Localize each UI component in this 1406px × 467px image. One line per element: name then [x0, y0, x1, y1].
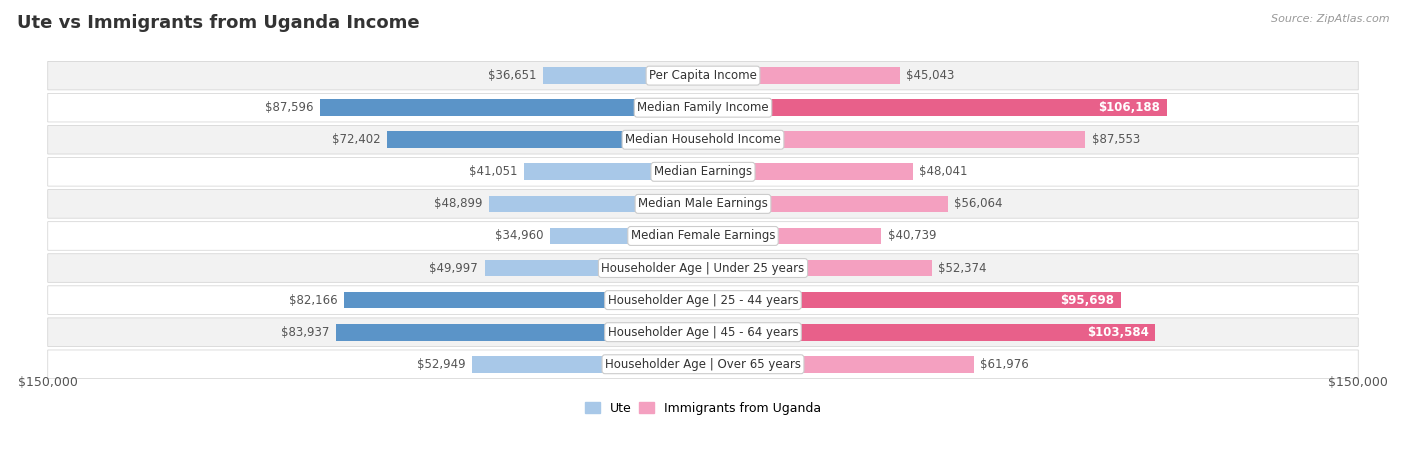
FancyBboxPatch shape [48, 350, 1358, 379]
FancyBboxPatch shape [48, 126, 1358, 154]
Text: $34,960: $34,960 [495, 229, 544, 242]
Bar [703, 131, 1085, 148]
Bar [550, 227, 703, 244]
Text: $48,899: $48,899 [434, 198, 482, 211]
Text: $83,937: $83,937 [281, 325, 330, 339]
Bar [703, 260, 932, 276]
Bar [703, 356, 974, 373]
Bar [703, 67, 900, 84]
Text: $41,051: $41,051 [468, 165, 517, 178]
Text: Median Female Earnings: Median Female Earnings [631, 229, 775, 242]
Text: $52,374: $52,374 [938, 262, 987, 275]
Bar [387, 131, 703, 148]
Text: Median Household Income: Median Household Income [626, 133, 780, 146]
FancyBboxPatch shape [48, 286, 1358, 314]
Text: $61,976: $61,976 [980, 358, 1029, 371]
Bar [523, 163, 703, 180]
FancyBboxPatch shape [48, 157, 1358, 186]
FancyBboxPatch shape [48, 190, 1358, 218]
Text: Source: ZipAtlas.com: Source: ZipAtlas.com [1271, 14, 1389, 24]
Bar [703, 196, 948, 212]
Bar [703, 163, 912, 180]
Bar [703, 99, 1167, 116]
Bar [336, 324, 703, 340]
Bar [703, 324, 1156, 340]
FancyBboxPatch shape [48, 222, 1358, 250]
Text: $82,166: $82,166 [288, 294, 337, 307]
Text: Householder Age | Under 25 years: Householder Age | Under 25 years [602, 262, 804, 275]
Text: $103,584: $103,584 [1087, 325, 1149, 339]
Text: Median Male Earnings: Median Male Earnings [638, 198, 768, 211]
Text: Median Earnings: Median Earnings [654, 165, 752, 178]
Text: Householder Age | Over 65 years: Householder Age | Over 65 years [605, 358, 801, 371]
Text: $40,739: $40,739 [887, 229, 936, 242]
Text: $150,000: $150,000 [1327, 376, 1388, 389]
Text: $56,064: $56,064 [955, 198, 1002, 211]
Text: Median Family Income: Median Family Income [637, 101, 769, 114]
Bar [703, 292, 1121, 308]
Text: $72,402: $72,402 [332, 133, 380, 146]
Text: Householder Age | 25 - 44 years: Householder Age | 25 - 44 years [607, 294, 799, 307]
Text: $45,043: $45,043 [907, 69, 955, 82]
Text: $87,553: $87,553 [1092, 133, 1140, 146]
Bar [344, 292, 703, 308]
Text: $49,997: $49,997 [429, 262, 478, 275]
Bar [321, 99, 703, 116]
Text: Householder Age | 45 - 64 years: Householder Age | 45 - 64 years [607, 325, 799, 339]
FancyBboxPatch shape [48, 318, 1358, 347]
Text: $87,596: $87,596 [266, 101, 314, 114]
Bar [485, 260, 703, 276]
Legend: Ute, Immigrants from Uganda: Ute, Immigrants from Uganda [579, 396, 827, 420]
Bar [543, 67, 703, 84]
Text: $48,041: $48,041 [920, 165, 967, 178]
FancyBboxPatch shape [48, 61, 1358, 90]
Bar [471, 356, 703, 373]
Text: Per Capita Income: Per Capita Income [650, 69, 756, 82]
FancyBboxPatch shape [48, 93, 1358, 122]
FancyBboxPatch shape [48, 254, 1358, 283]
Text: $95,698: $95,698 [1060, 294, 1115, 307]
Text: $36,651: $36,651 [488, 69, 536, 82]
Text: $106,188: $106,188 [1098, 101, 1160, 114]
Text: Ute vs Immigrants from Uganda Income: Ute vs Immigrants from Uganda Income [17, 14, 419, 32]
Bar [489, 196, 703, 212]
Text: $52,949: $52,949 [416, 358, 465, 371]
Text: $150,000: $150,000 [18, 376, 79, 389]
Bar [703, 227, 882, 244]
